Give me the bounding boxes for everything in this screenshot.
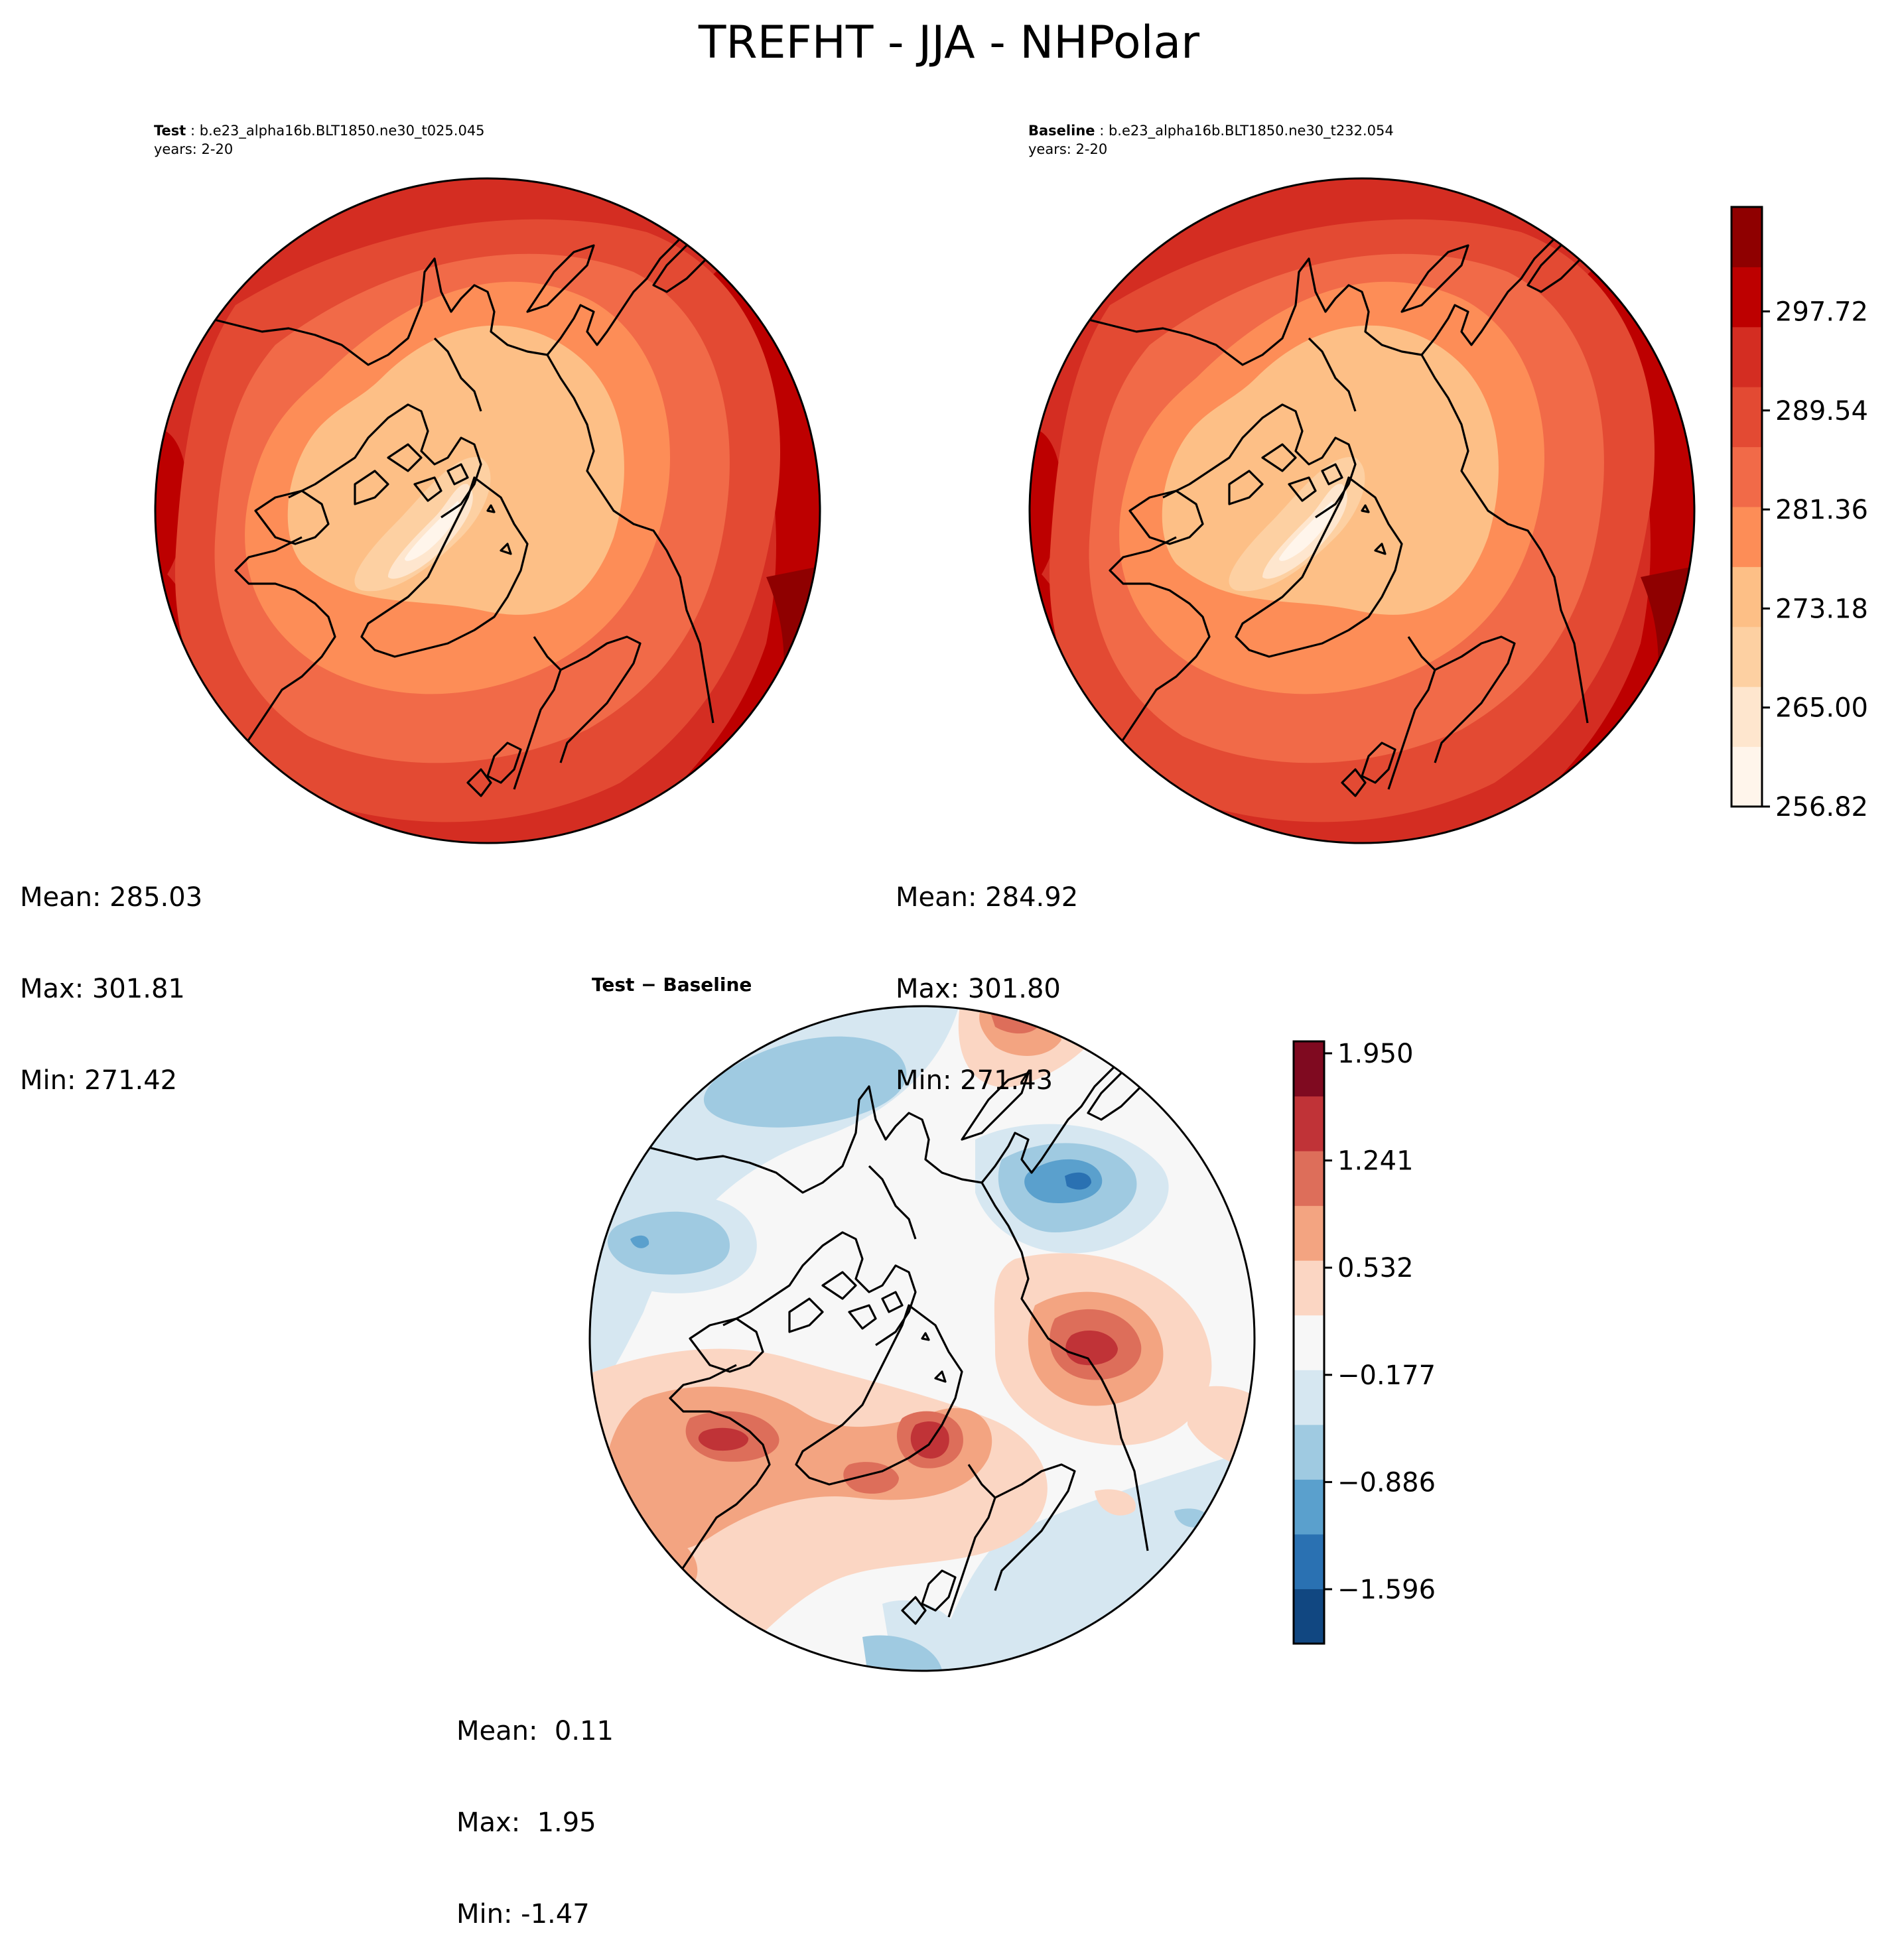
difference-colorbar-tick-label: −1.596 (1337, 1575, 1436, 1605)
absolute-colorbar-segment (1731, 746, 1762, 807)
absolute-colorbar-segment (1731, 326, 1762, 387)
difference-min: Min: -1.47 (456, 1899, 590, 1929)
baseline-case-name: b.e23_alpha16b.BLT1850.ne30_t232.054 (1108, 123, 1394, 139)
difference-colorbar-segment (1294, 1534, 1324, 1589)
difference-panel-title: Test − Baseline (592, 974, 752, 996)
difference-colorbar-segment (1294, 1260, 1324, 1316)
difference-colorbar-segment (1294, 1424, 1324, 1480)
test-panel-title: Test : b.e23_alpha16b.BLT1850.ne30_t025.… (154, 123, 485, 139)
absolute-colorbar-tick-label: 256.82 (1775, 792, 1868, 822)
test-mean: Mean: 285.03 (20, 882, 203, 913)
baseline-max: Max: 301.80 (896, 974, 1061, 1004)
baseline-map (1028, 177, 1696, 844)
absolute-colorbar-segment (1731, 267, 1762, 328)
map-canvas: 256.82 265.00 273.18 281.36 289.54 297.72 −1.… (154, 177, 1868, 1672)
difference-colorbar: −1.596 −0.886 −0.177 0.532 1.241 1.950 (1292, 1039, 1436, 1645)
baseline-panel-title: Baseline : b.e23_alpha16b.BLT1850.ne30_t… (1028, 123, 1394, 139)
test-map (154, 177, 821, 844)
difference-colorbar-segment (1294, 1589, 1324, 1644)
test-map-boundary (154, 177, 821, 844)
figure-title: TREFHT - JJA - NHPolar (698, 17, 1200, 69)
absolute-colorbar-segment (1731, 686, 1762, 748)
absolute-colorbar-segment (1731, 566, 1762, 627)
absolute-colorbar: 256.82 265.00 273.18 281.36 289.54 297.72 (1730, 206, 1868, 822)
difference-map-fill (590, 1006, 1254, 1671)
test-label: Test (154, 123, 186, 139)
difference-colorbar-segment (1294, 1315, 1324, 1370)
difference-colorbar-tick-label: 1.241 (1337, 1146, 1414, 1177)
difference-map-boundary (588, 1005, 1256, 1672)
absolute-colorbar-tick-label: 289.54 (1775, 396, 1868, 426)
baseline-years: years: 2-20 (1028, 141, 1108, 157)
test-coastlines (208, 218, 721, 797)
baseline-coastlines (1083, 218, 1595, 797)
baseline-min: Min: 271.43 (896, 1065, 1053, 1096)
absolute-colorbar-segment (1731, 626, 1762, 687)
difference-colorbar-segment (1294, 1041, 1324, 1097)
test-min: Min: 271.42 (20, 1065, 178, 1096)
baseline-stats: Mean: 284.92 Max: 301.80 Min: 271.43 (896, 821, 1078, 1126)
difference-coastlines (643, 1045, 1156, 1625)
test-case-name: b.e23_alpha16b.BLT1850.ne30_t025.045 (199, 123, 485, 139)
absolute-colorbar-tick-label: 281.36 (1775, 495, 1868, 525)
difference-colorbar-tick-label: 1.950 (1337, 1039, 1414, 1069)
difference-colorbar-tick-label: −0.886 (1337, 1467, 1436, 1498)
test-years: years: 2-20 (154, 141, 234, 157)
difference-colorbar-tick-label: −0.177 (1337, 1360, 1436, 1391)
baseline-label: Baseline (1028, 123, 1095, 139)
absolute-colorbar-tick-label: 273.18 (1775, 594, 1868, 624)
difference-map (588, 1005, 1256, 1672)
difference-colorbar-segment (1294, 1205, 1324, 1261)
test-max: Max: 301.81 (20, 974, 185, 1004)
absolute-colorbar-segment (1731, 207, 1762, 267)
difference-max: Max: 1.95 (456, 1807, 596, 1838)
absolute-colorbar-segment (1731, 507, 1762, 567)
test-stats: Mean: 285.03 Max: 301.81 Min: 271.42 (20, 821, 202, 1126)
absolute-colorbar-tick-label: 265.00 (1775, 693, 1868, 724)
absolute-colorbar-segment (1731, 446, 1762, 507)
difference-colorbar-tick-label: 0.532 (1337, 1253, 1414, 1283)
absolute-colorbar-tick-label: 297.72 (1775, 297, 1868, 328)
difference-colorbar-segment (1294, 1151, 1324, 1207)
difference-colorbar-segment (1294, 1370, 1324, 1425)
difference-stats: Mean: 0.11 Max: 1.95 Min: -1.47 (456, 1655, 614, 1960)
difference-colorbar-segment (1294, 1096, 1324, 1151)
absolute-colorbar-frame (1730, 206, 1763, 808)
baseline-map-boundary (1028, 177, 1696, 844)
difference-colorbar-frame (1292, 1040, 1325, 1645)
difference-colorbar-segment (1294, 1479, 1324, 1535)
difference-mean: Mean: 0.11 (456, 1716, 614, 1746)
baseline-mean: Mean: 284.92 (896, 882, 1079, 913)
absolute-colorbar-segment (1731, 387, 1762, 448)
